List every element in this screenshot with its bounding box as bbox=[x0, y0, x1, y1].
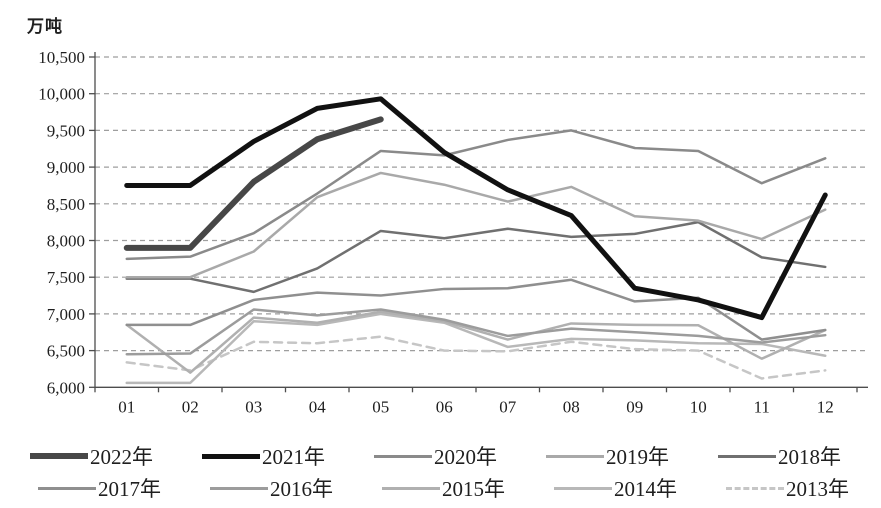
x-tick-label-09: 09 bbox=[626, 397, 643, 416]
legend-item-2019年: 2019年 bbox=[546, 441, 718, 471]
legend-item-2020年: 2020年 bbox=[374, 441, 546, 471]
legend-item-2018年: 2018年 bbox=[718, 441, 881, 471]
legend-label-2014年: 2014年 bbox=[614, 477, 677, 501]
series-line-2013年 bbox=[125, 335, 827, 380]
legend-item-2015年: 2015年 bbox=[382, 473, 554, 503]
y-axis-unit-label: 万吨 bbox=[27, 17, 63, 36]
x-tick-label-07: 07 bbox=[499, 397, 517, 416]
x-tick-label-01: 01 bbox=[118, 397, 135, 416]
legend-item-2016年: 2016年 bbox=[210, 473, 382, 503]
series-line-2019年 bbox=[125, 171, 827, 279]
legend-swatch-2021年 bbox=[202, 453, 260, 459]
series-line-2014年 bbox=[125, 312, 827, 385]
y-tick-label: 6,500 bbox=[47, 342, 85, 361]
x-tick-label-10: 10 bbox=[690, 397, 707, 416]
legend-item-2014年: 2014年 bbox=[554, 473, 726, 503]
chart-legend: 2022年 2021年 2020年 2019年 2018年 2017年 2016年 2015年… bbox=[0, 440, 881, 504]
legend-row-2: 2017年 2016年 2015年 2014年 2013年 bbox=[0, 472, 881, 504]
y-tick-label: 9,500 bbox=[47, 121, 85, 140]
y-tick-label: 8,500 bbox=[47, 195, 85, 214]
legend-row-1: 2022年 2021年 2020年 2019年 2018年 bbox=[0, 440, 881, 472]
legend-item-2017年: 2017年 bbox=[38, 473, 210, 503]
line-chart-plot-area: 10,500 10,000 9,500 9,000 8,500 8,000 7,500 7,0… bbox=[38, 48, 868, 416]
y-tick-label: 10,500 bbox=[38, 48, 85, 67]
series-line-2022年 bbox=[123, 116, 384, 251]
y-tick-label: 8,000 bbox=[47, 232, 85, 251]
x-tick-label-08: 08 bbox=[563, 397, 580, 416]
legend-label-2019年: 2019年 bbox=[606, 445, 669, 469]
y-tick-label: 9,000 bbox=[47, 158, 85, 177]
series-line-2015年 bbox=[125, 310, 827, 374]
legend-swatch-2022年 bbox=[30, 453, 88, 459]
y-tick-label: 10,000 bbox=[38, 85, 85, 104]
series-line-2021年 bbox=[124, 96, 828, 321]
x-tick-label-12: 12 bbox=[817, 397, 834, 416]
legend-swatch-2019年 bbox=[546, 454, 604, 458]
legend-label-2016年: 2016年 bbox=[270, 477, 333, 501]
legend-swatch-2015年 bbox=[382, 486, 440, 490]
legend-swatch-2016年 bbox=[210, 486, 268, 490]
x-tick-label-05: 05 bbox=[372, 397, 389, 416]
series-line-2016年 bbox=[125, 308, 827, 356]
legend-item-2013年: 2013年 bbox=[726, 473, 881, 503]
legend-label-2015年: 2015年 bbox=[442, 477, 505, 501]
x-tick-label-03: 03 bbox=[245, 397, 262, 416]
legend-item-2021年: 2021年 bbox=[202, 441, 374, 471]
legend-swatch-2018年 bbox=[718, 454, 776, 458]
legend-label-2022年: 2022年 bbox=[90, 445, 153, 469]
y-tick-label: 7,000 bbox=[47, 305, 85, 324]
legend-label-2018年: 2018年 bbox=[778, 445, 841, 469]
x-tick-label-11: 11 bbox=[754, 397, 770, 416]
series-line-2020年 bbox=[125, 129, 827, 261]
legend-label-2021年: 2021年 bbox=[262, 445, 325, 469]
legend-label-2017年: 2017年 bbox=[98, 477, 161, 501]
legend-swatch-2014年 bbox=[554, 486, 612, 490]
legend-swatch-2017年 bbox=[38, 486, 96, 490]
legend-swatch-2020年 bbox=[374, 454, 432, 458]
legend-label-2013年: 2013年 bbox=[786, 477, 849, 501]
x-tick-label-06: 06 bbox=[436, 397, 453, 416]
series-line-2018年 bbox=[125, 220, 827, 294]
legend-label-2020年: 2020年 bbox=[434, 445, 497, 469]
x-tick-label-02: 02 bbox=[182, 397, 199, 416]
legend-swatch-2013年 bbox=[726, 486, 784, 490]
y-tick-label: 7,500 bbox=[47, 268, 85, 287]
x-tick-label-04: 04 bbox=[309, 397, 327, 416]
y-tick-label: 6,000 bbox=[47, 378, 85, 397]
legend-item-2022年: 2022年 bbox=[30, 441, 202, 471]
